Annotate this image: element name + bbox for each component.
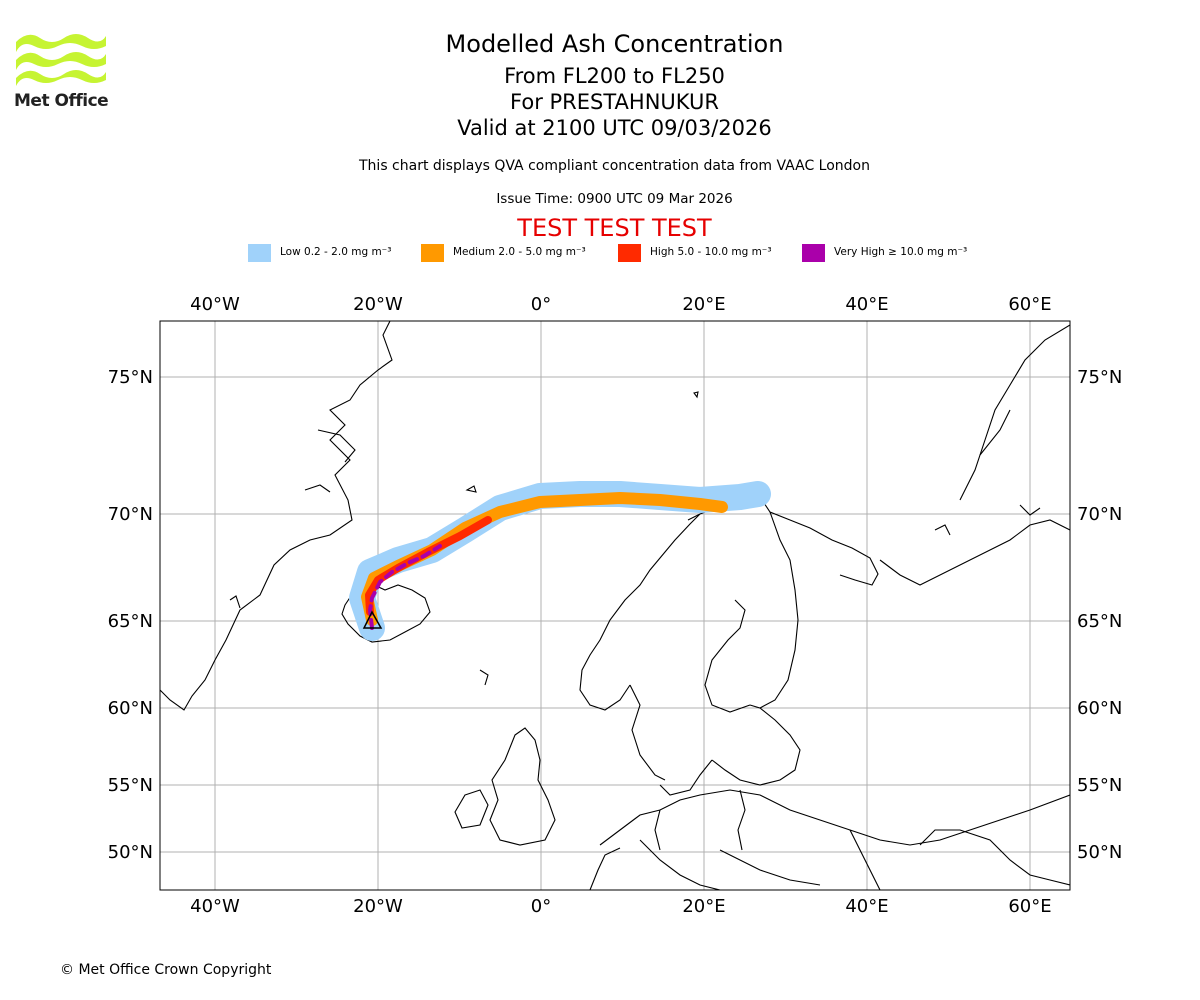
map-content: [160, 321, 1070, 890]
lon-label-bottom-20w: 20°W: [353, 896, 403, 917]
lon-label-bottom-0: 0°: [531, 896, 551, 917]
coastlines: [160, 321, 1070, 890]
gridlines: [160, 321, 1070, 890]
lon-label-bottom-40e: 40°E: [845, 896, 888, 917]
lat-label-right-75n: 75°N: [1077, 367, 1122, 388]
plume-very-high: [368, 544, 442, 630]
lat-label-right-70n: 70°N: [1077, 504, 1122, 525]
met-office-logo: [16, 34, 106, 86]
met-office-logo-text: Met Office: [14, 91, 109, 111]
lat-label-right-60n: 60°N: [1077, 698, 1122, 719]
lat-label-right-55n: 55°N: [1077, 775, 1122, 796]
lon-label-bottom-40w: 40°W: [190, 896, 240, 917]
ash-plume: [349, 481, 771, 641]
legend-label-medium: Medium 2.0 - 5.0 mg m⁻³: [453, 246, 586, 258]
legend-swatch-low: [248, 244, 271, 262]
lon-label-top-60e: 60°E: [1008, 294, 1051, 315]
lon-label-top-20e: 20°E: [682, 294, 725, 315]
lon-label-top-40e: 40°E: [845, 294, 888, 315]
legend-label-high: High 5.0 - 10.0 mg m⁻³: [650, 246, 772, 258]
map-frame: [159, 320, 1071, 891]
legend-swatch-high: [618, 244, 641, 262]
legend-label-low: Low 0.2 - 2.0 mg m⁻³: [280, 246, 392, 258]
lat-label-left-75n: 75°N: [108, 367, 153, 388]
lat-label-right-65n: 65°N: [1077, 611, 1122, 632]
lat-label-left-70n: 70°N: [108, 504, 153, 525]
legend-swatch-medium: [421, 244, 444, 262]
lon-label-bottom-60e: 60°E: [1008, 896, 1051, 917]
qva-disclaimer: This chart displays QVA compliant concen…: [359, 158, 870, 174]
lon-label-bottom-20e: 20°E: [682, 896, 725, 917]
lat-label-left-50n: 50°N: [108, 842, 153, 863]
chart-title: Modelled Ash Concentration: [445, 30, 784, 58]
lon-label-top-0: 0°: [531, 294, 551, 315]
test-banner: TEST TEST TEST: [517, 214, 712, 242]
issue-time: Issue Time: 0900 UTC 09 Mar 2026: [496, 191, 733, 207]
legend-swatch-very-high: [802, 244, 825, 262]
lat-label-left-60n: 60°N: [108, 698, 153, 719]
lat-label-right-50n: 50°N: [1077, 842, 1122, 863]
plume-medium: [361, 492, 728, 626]
lon-label-top-20w: 20°W: [353, 294, 403, 315]
lat-label-left-55n: 55°N: [108, 775, 153, 796]
volcano-name: For PRESTAHNUKUR: [510, 90, 719, 114]
valid-time: Valid at 2100 UTC 09/03/2026: [457, 116, 772, 140]
copyright: © Met Office Crown Copyright: [60, 962, 272, 978]
lat-label-left-65n: 65°N: [108, 611, 153, 632]
volcano-marker-icon: [362, 610, 383, 629]
flight-levels: From FL200 to FL250: [504, 64, 725, 88]
legend-label-very-high: Very High ≥ 10.0 mg m⁻³: [834, 246, 968, 258]
lon-label-top-40w: 40°W: [190, 294, 240, 315]
